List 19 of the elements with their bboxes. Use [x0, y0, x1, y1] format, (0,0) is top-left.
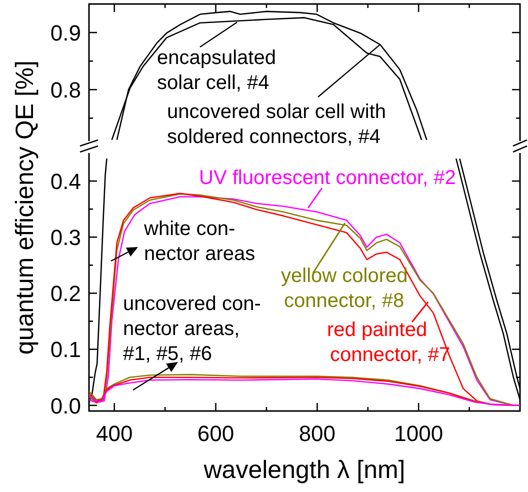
y-tick-label: 0.1	[50, 337, 81, 362]
x-tick-label: 600	[197, 421, 234, 446]
y-tick-label: 0.9	[50, 20, 81, 46]
y-tick-label: 0.8	[50, 78, 81, 103]
y-axis-title: quantum efficiency QE [%]	[11, 60, 39, 355]
y-tick-label: 0.3	[50, 225, 81, 250]
y-tick-label: 0.4	[50, 168, 81, 194]
x-tick-label: 1000	[394, 421, 444, 446]
series-label: UV fluorescent connector, #2	[199, 167, 456, 189]
x-tick-label: 400	[96, 421, 133, 446]
annotation: uncovered solar cell with soldered connectors, #4	[167, 101, 386, 148]
y-tick-label: 0.0	[50, 393, 81, 418]
series-label: yellow colored connector, #8	[281, 265, 408, 312]
legend-label: red painted connector, #7	[327, 319, 450, 366]
y-tick-label: 0.2	[50, 281, 81, 306]
annotation: uncovered con- nector areas, #1, #5, #6	[123, 293, 261, 365]
x-tick-label: 800	[298, 421, 336, 446]
annotation: white con- nector areas	[143, 218, 256, 265]
x-axis-title: wavelength λ [nm]	[202, 456, 406, 484]
